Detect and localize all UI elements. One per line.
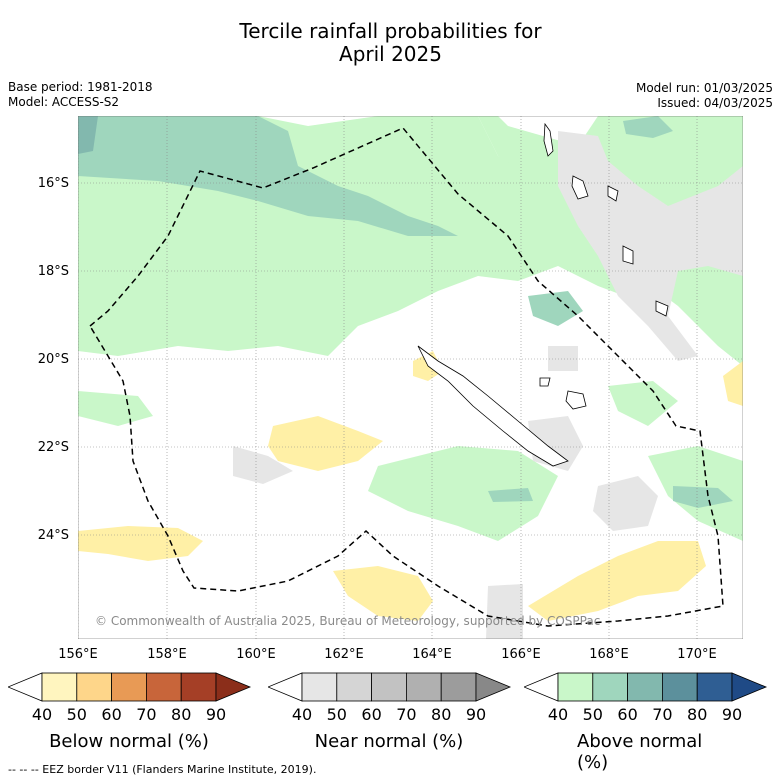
colorbar-segment (336, 672, 373, 702)
above-normal-east2 (608, 381, 678, 426)
lat-label-16s: 16°S (37, 176, 69, 191)
near-normal-bottom (486, 584, 523, 639)
colorbar-segment (145, 672, 182, 702)
colorbar-segment (696, 672, 733, 702)
colorbar-tick-label: 70 (396, 705, 417, 724)
colorbar-tick-label: 80 (431, 705, 452, 724)
below-normal-center (268, 416, 383, 471)
lon-label-158e: 158°E (147, 647, 187, 662)
meta-left: Base period: 1981-2018 Model: ACCESS-S2 (8, 80, 153, 110)
lon-label-166e: 166°E (501, 647, 541, 662)
above-normal-60-se (673, 486, 733, 508)
base-period: Base period: 1981-2018 (8, 80, 153, 94)
model-run: Model run: 01/03/2025 (635, 81, 773, 95)
colorbar-near-normal (268, 672, 512, 702)
colorbar-tick-label: 70 (652, 705, 673, 724)
title-line-1: Tercile rainfall probabilities for (239, 19, 542, 43)
colorbar-segment (627, 672, 663, 702)
land-masses (417, 122, 669, 467)
colorbar-below-normal (8, 672, 252, 702)
cb-near-arrow-left (268, 672, 303, 702)
new-caledonia (417, 345, 569, 467)
colorbar-above-normal (524, 672, 768, 702)
title-line-2: April 2025 (339, 42, 442, 66)
model-name: Model: ACCESS-S2 (8, 95, 120, 109)
lat-label-22s: 22°S (37, 440, 69, 455)
vanuatu-5 (655, 300, 669, 317)
below-normal-south (333, 566, 433, 621)
above-normal-60-east (528, 291, 583, 326)
lon-label-156e: 156°E (58, 647, 98, 662)
vanuatu-1 (543, 122, 554, 157)
above-normal-60-region (78, 116, 458, 236)
lon-label-160e: 160°E (236, 647, 276, 662)
colorbar-segment (41, 672, 78, 702)
colorbar-tick-label: 90 (465, 705, 487, 724)
colorbar-tick-label: 50 (66, 705, 87, 724)
above-normal-70-nw (78, 116, 98, 154)
vanuatu-2 (571, 175, 589, 200)
colorbar-tick-label: 50 (582, 705, 603, 724)
colorbar-segment (661, 672, 698, 702)
rainfall-map (78, 116, 743, 639)
cb-near-arrow-right (475, 672, 512, 702)
colorbar-segment (371, 672, 407, 702)
colorbar-tick-label: 90 (205, 705, 227, 724)
islet-1 (539, 377, 551, 387)
meta-right: Model run: 01/03/2025 Issued: 04/03/2025 (636, 81, 773, 111)
colorbar-segment (76, 672, 113, 702)
colorbar-tick-label: 70 (136, 705, 157, 724)
lat-label-24s: 24°S (37, 528, 69, 543)
colorbar-tick-label: 80 (171, 705, 192, 724)
near-normal-sw (233, 446, 293, 484)
colorbar-tick-label: 50 (326, 705, 347, 724)
lon-label-164e: 164°E (412, 647, 452, 662)
near-normal-ne (558, 131, 743, 361)
colorbar-segment (111, 672, 147, 702)
above-normal-60-s (488, 488, 533, 502)
colorbar-tick-label: 60 (617, 705, 638, 724)
colorbar-segment (557, 672, 594, 702)
near-normal-se (593, 476, 658, 531)
grid-lines (78, 116, 743, 639)
colorbar-label-near: Near normal (%) (314, 731, 464, 752)
vanuatu-4 (622, 245, 634, 265)
lon-label-170e: 170°E (677, 647, 717, 662)
colorbar-tick-label: 40 (31, 705, 53, 724)
colorbar-segment (180, 672, 217, 702)
colorbar-segment (301, 672, 338, 702)
below-normal-east (723, 361, 743, 406)
colorbar-tick-label: 90 (721, 705, 743, 724)
above-normal-60-ne (623, 116, 673, 138)
above-normal-south (368, 446, 558, 541)
cb-above-arrow-right (731, 672, 768, 702)
cb-above-arrow-left (524, 672, 559, 702)
map-title: Tercile rainfall probabilities for April… (0, 20, 781, 66)
copyright-text: © Commonwealth of Australia 2025, Bureau… (95, 614, 601, 628)
lat-label-18s: 18°S (37, 264, 69, 279)
colorbar-label-below: Below normal (%) (49, 731, 209, 752)
loyalty-islands (565, 390, 587, 410)
issued-date: Issued: 04/03/2025 (657, 96, 773, 110)
colorbar-segment (405, 672, 442, 702)
lon-label-168e: 168°E (589, 647, 629, 662)
colorbar-tick-label: 40 (291, 705, 313, 724)
colorbar-label-above: Above normal (%) (577, 731, 703, 773)
eez-border (89, 127, 724, 627)
colorbar-tick-label: 40 (547, 705, 569, 724)
colorbar-segment (592, 672, 629, 702)
lon-label-162e: 162°E (324, 647, 364, 662)
above-normal-central (78, 391, 153, 426)
lat-label-20s: 20°S (37, 352, 69, 367)
colorbar-tick-label: 60 (101, 705, 122, 724)
colorbar-tick-label: 80 (687, 705, 708, 724)
eez-footer-note: -- -- -- EEZ border V11 (Flanders Marine… (8, 763, 317, 776)
near-normal-small (548, 346, 578, 371)
below-normal-se (528, 541, 706, 621)
cb-below-arrow-left (8, 672, 43, 702)
vanuatu-3 (607, 185, 619, 202)
colorbar-segment (440, 672, 477, 702)
cb-below-arrow-right (215, 672, 252, 702)
colorbar-tick-label: 60 (361, 705, 382, 724)
